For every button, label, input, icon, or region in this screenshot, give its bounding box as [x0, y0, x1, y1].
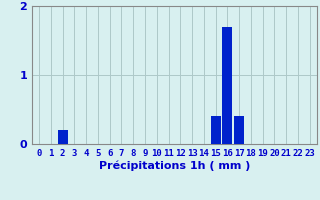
X-axis label: Précipitations 1h ( mm ): Précipitations 1h ( mm ) [99, 161, 250, 171]
Bar [58, 130, 68, 144]
Bar [234, 116, 244, 144]
Bar [211, 116, 220, 144]
Bar [222, 27, 232, 144]
